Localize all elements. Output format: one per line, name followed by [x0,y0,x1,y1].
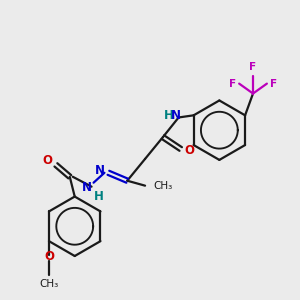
Text: H: H [164,109,174,122]
Text: O: O [185,145,195,158]
Text: N: N [82,181,92,194]
Text: F: F [229,79,236,88]
Text: F: F [250,62,256,72]
Text: N: N [94,164,104,177]
Text: N: N [171,109,181,122]
Text: H: H [94,190,103,203]
Text: O: O [44,250,54,263]
Text: CH₃: CH₃ [153,181,172,191]
Text: CH₃: CH₃ [39,279,58,289]
Text: O: O [42,154,52,167]
Text: F: F [270,79,277,88]
